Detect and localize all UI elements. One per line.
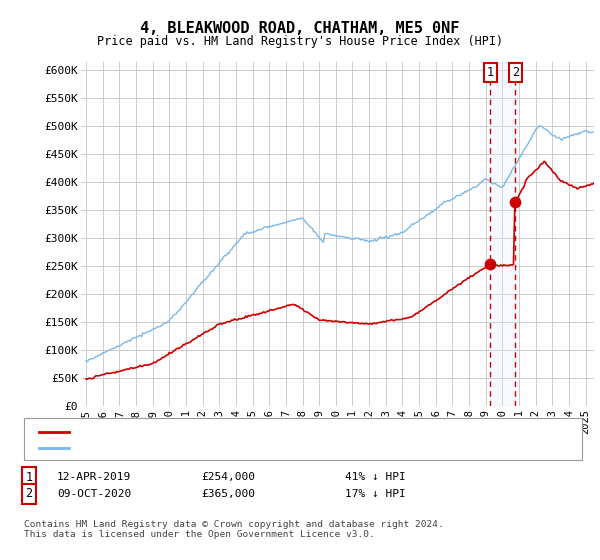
- Text: £254,000: £254,000: [201, 472, 255, 482]
- Text: 09-OCT-2020: 09-OCT-2020: [57, 489, 131, 499]
- Text: 1: 1: [487, 66, 494, 79]
- Text: 41% ↓ HPI: 41% ↓ HPI: [345, 472, 406, 482]
- Text: 1: 1: [25, 470, 32, 484]
- Text: 4, BLEAKWOOD ROAD, CHATHAM, ME5 0NF (detached house): 4, BLEAKWOOD ROAD, CHATHAM, ME5 0NF (det…: [75, 427, 413, 437]
- Bar: [490, 62, 515, 406]
- Text: Price paid vs. HM Land Registry's House Price Index (HPI): Price paid vs. HM Land Registry's House …: [97, 35, 503, 48]
- Text: 4, BLEAKWOOD ROAD, CHATHAM, ME5 0NF: 4, BLEAKWOOD ROAD, CHATHAM, ME5 0NF: [140, 21, 460, 36]
- Text: 17% ↓ HPI: 17% ↓ HPI: [345, 489, 406, 499]
- Text: 2: 2: [25, 487, 32, 501]
- Text: Contains HM Land Registry data © Crown copyright and database right 2024.
This d: Contains HM Land Registry data © Crown c…: [24, 520, 444, 539]
- Point: [511, 197, 520, 206]
- Text: HPI: Average price, detached house, Medway: HPI: Average price, detached house, Medw…: [75, 443, 348, 453]
- Text: £365,000: £365,000: [201, 489, 255, 499]
- Text: 12-APR-2019: 12-APR-2019: [57, 472, 131, 482]
- Point: [485, 259, 495, 268]
- Text: 2: 2: [512, 66, 519, 79]
